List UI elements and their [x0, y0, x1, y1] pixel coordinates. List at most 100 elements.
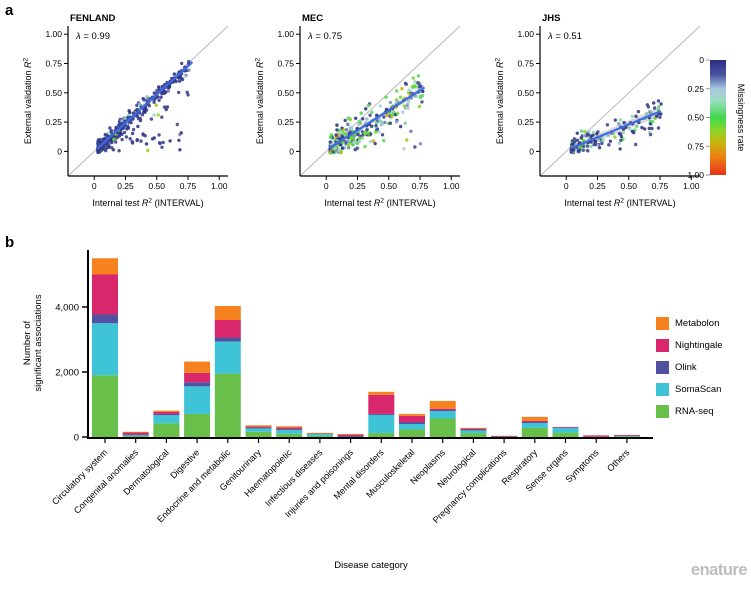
bar-segment-rna-seq — [245, 431, 272, 437]
bar-segment-metabolon — [460, 427, 487, 429]
bar-category-label: Infectious diseases — [263, 447, 325, 509]
bar-segment-somascan — [460, 429, 487, 434]
x-tick-label: 1.00 — [683, 181, 700, 191]
bar-segment-nightingale — [399, 415, 425, 423]
bar-segment-somascan — [399, 424, 425, 430]
bar-category-label: Symptoms — [563, 447, 600, 484]
bar-segment-nightingale — [552, 426, 579, 428]
fit-line — [570, 110, 662, 150]
bar-segment-nightingale — [491, 435, 518, 437]
bar-segment-somascan — [521, 423, 548, 428]
bar-segment-rna-seq — [214, 373, 241, 438]
bar-mental-disorders — [368, 391, 395, 437]
lambda-annotation: λ = 0.75 — [307, 31, 342, 42]
bar-digestive — [184, 361, 211, 437]
x-tick-label: 0 — [324, 181, 329, 191]
identity-line — [299, 25, 461, 177]
legend-label: Metabolon — [675, 317, 720, 329]
y-tick-label: 0.50 — [277, 88, 294, 98]
legend-item-somascan: SomaScan — [656, 378, 723, 400]
colorbar-tick-label: 0.50 — [687, 113, 704, 123]
bar-segment-olink — [337, 436, 364, 437]
bar-y-tick-label: 0 — [74, 433, 79, 444]
bar-segment-metabolon — [92, 258, 118, 275]
y-tick-label: 0.75 — [517, 59, 534, 69]
y-axis-title: External validation R2 — [23, 58, 34, 145]
bar-segment-olink — [153, 413, 180, 416]
y-tick-label: 0 — [57, 146, 62, 156]
bar-respiratory — [521, 416, 548, 437]
legend-label: SomaScan — [675, 383, 722, 395]
bar-segment-somascan — [552, 427, 579, 433]
bar-congenital-anomalies — [122, 431, 149, 438]
bar-segment-rna-seq — [306, 435, 333, 437]
x-tick-label: 0.75 — [412, 181, 429, 191]
bar-segment-olink — [276, 429, 303, 430]
fit-confidence-band — [571, 106, 660, 151]
colorbar-tick-label: 0.75 — [687, 141, 704, 151]
scatter-points — [569, 99, 663, 155]
bar-segment-nightingale — [337, 434, 364, 437]
bar-segment-nightingale — [184, 372, 211, 383]
bar-segment-nightingale — [368, 394, 395, 414]
bar-injuries-and-poisonings — [337, 434, 364, 438]
fit-line — [328, 86, 425, 149]
bar-segment-metabolon — [521, 416, 548, 421]
lambda-annotation: λ = 0.51 — [547, 31, 582, 42]
bar-segment-rna-seq — [276, 433, 303, 437]
x-axis-title: Internal test R2 (INTERVAL) — [92, 198, 203, 209]
y-tick-label: 1.00 — [45, 29, 62, 39]
bar-segment-somascan — [306, 433, 333, 436]
legend-swatch — [656, 404, 669, 418]
y-tick-label: 0.50 — [45, 88, 62, 98]
bar-pregnancy-complications — [491, 435, 518, 438]
bar-y-tick-label: 4,000 — [55, 303, 79, 314]
colorbar-svg: 0 0.25 0.50 0.75 1.00 Missingness rate — [687, 55, 746, 180]
legend-swatch — [656, 382, 669, 396]
bar-segment-olink — [184, 382, 211, 387]
bar-segment-metabolon — [337, 434, 364, 435]
y-tick-label: 0.50 — [517, 88, 534, 98]
scatter-fenland: FENLAND λ = 0.99 0 0 0.25 0.25 0.50 0.50 0.75 0.7… — [23, 13, 229, 209]
bar-segment-olink — [92, 314, 118, 324]
bar-segment-nightingale — [214, 320, 241, 338]
nature-watermark: enature — [690, 561, 748, 579]
y-tick-label: 0.25 — [517, 117, 534, 127]
x-tick-label: 1.00 — [443, 181, 460, 191]
x-tick-label: 0.25 — [589, 181, 606, 191]
bar-segment-olink — [122, 434, 149, 436]
x-tick-label: 0.75 — [652, 181, 669, 191]
legend-item-metabolon: Metabolon — [656, 312, 723, 334]
x-tick-label: 0 — [564, 181, 569, 191]
colorbar-tick-label: 1.00 — [687, 170, 704, 180]
bar-segment-nightingale — [583, 435, 610, 437]
bar-segment-olink — [460, 429, 487, 431]
bar-segment-nightingale — [613, 434, 640, 436]
bar-segment-rna-seq — [552, 432, 579, 437]
x-tick-label: 0.25 — [349, 181, 366, 191]
y-tick-label: 0.25 — [45, 117, 62, 127]
bar-musculoskeletal — [399, 413, 425, 438]
bar-dermatological — [153, 410, 180, 437]
x-tick-label: 1.00 — [211, 181, 228, 191]
bar-segment-somascan — [429, 411, 456, 419]
scatter-title: JHS — [542, 13, 560, 24]
bar-segment-metabolon — [122, 431, 149, 433]
scatter-points — [328, 74, 425, 155]
scatter-jhs: JHS λ = 0.51 0 0 0.25 0.25 0.50 0.50 0.75 0.75 1.0… — [495, 13, 701, 208]
bar-y-tick-label: 2,000 — [55, 368, 79, 379]
bar-segment-rna-seq — [460, 433, 487, 437]
bar-segment-rna-seq — [399, 429, 425, 438]
bar-sense-organs — [552, 426, 579, 437]
bar-segment-somascan — [92, 323, 118, 376]
bar-neoplasms — [429, 400, 456, 437]
colorbar-tick-label: 0 — [699, 55, 704, 65]
bar-category-label: Circulatory system — [50, 447, 109, 506]
bar-segment-olink — [521, 422, 548, 424]
legend-item-nightingale: Nightingale — [656, 334, 723, 356]
bar-segment-somascan — [613, 435, 640, 437]
bar-segment-olink — [399, 422, 425, 424]
colorbar-title: Missingness rate — [736, 84, 746, 152]
bar-segment-somascan — [153, 415, 180, 424]
bar-neurological — [460, 427, 487, 437]
